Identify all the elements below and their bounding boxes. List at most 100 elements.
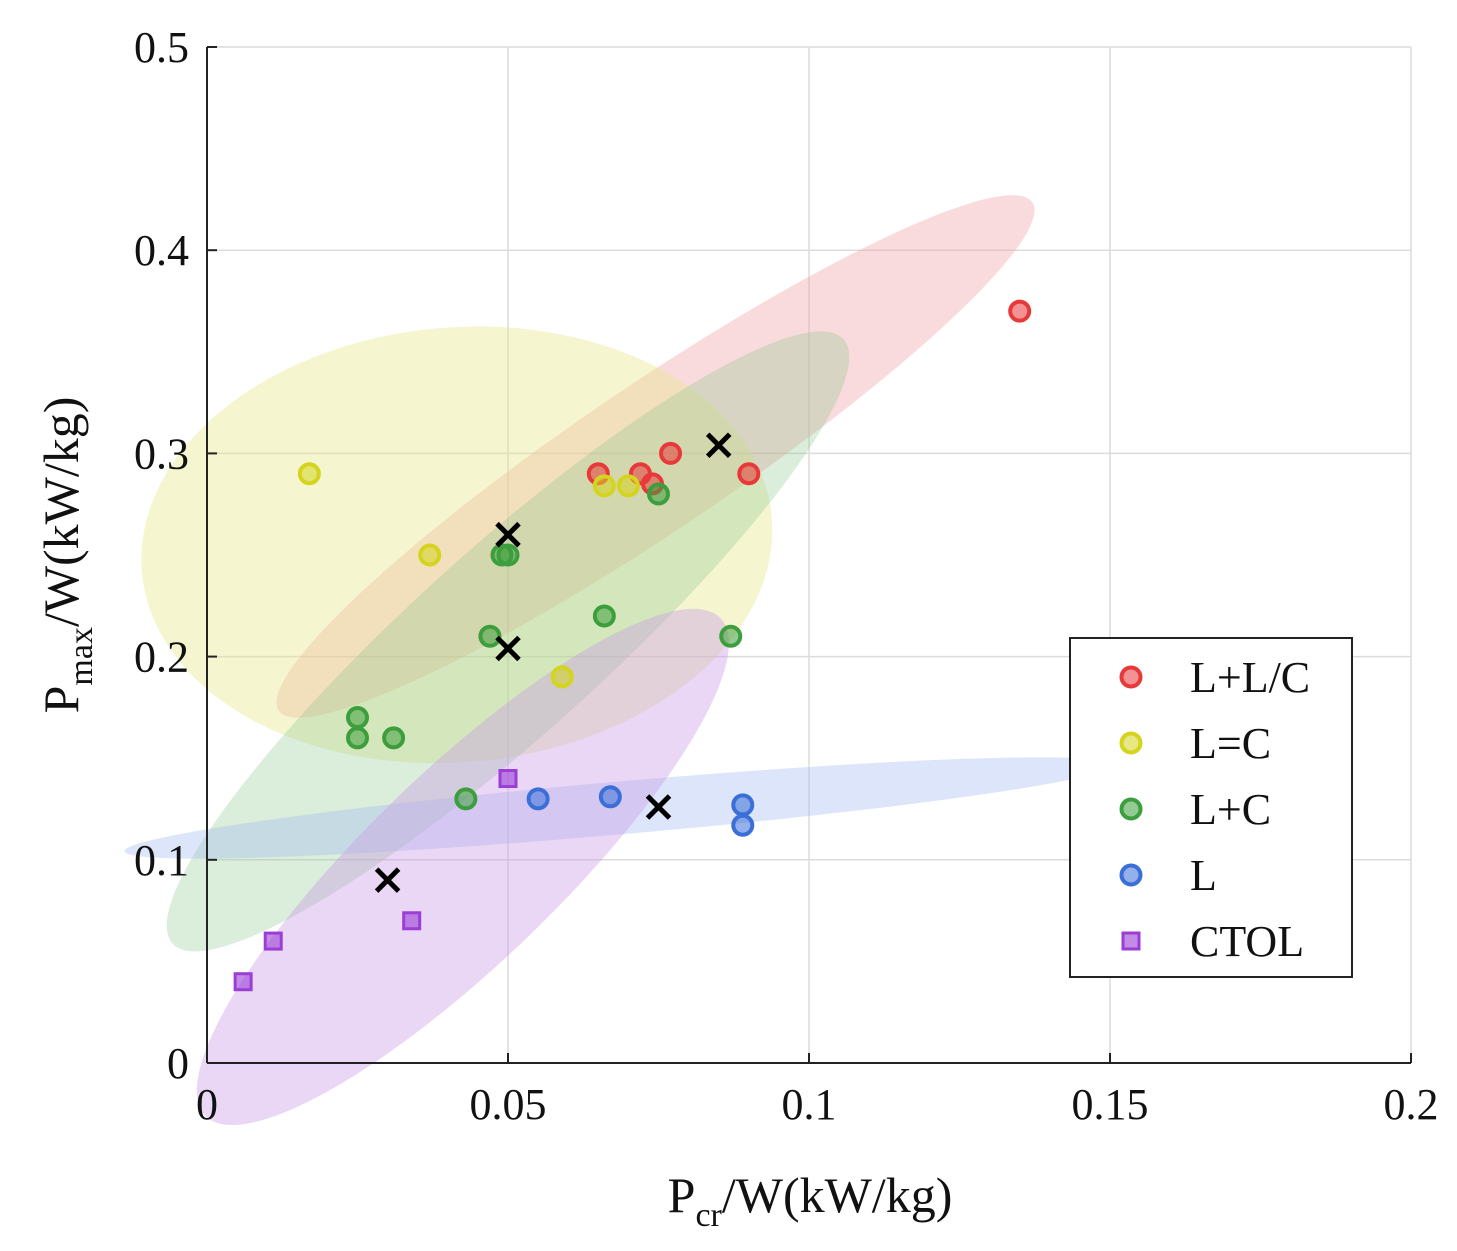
legend-marker-l-c [1119,731,1143,755]
axes: 0 0.05 0.1 0.15 0.2 0 0.1 0.2 0.3 0.4 0.5 [134,23,1439,1129]
marker-square [402,911,422,931]
ellipse-l [124,757,1115,859]
y-tick-label: 0.2 [134,633,189,682]
data-points [233,299,1032,992]
marker-ring [1008,299,1032,323]
marker-ring [1119,863,1143,887]
marker-ring [346,706,369,730]
marker-ring [1119,665,1143,689]
point-l-l-c [737,462,761,486]
marker-ring [647,482,670,506]
legend-marker-l-c [1119,797,1143,821]
x-stroke [495,521,521,548]
point-l-c [346,726,369,750]
point-l [526,787,550,811]
point-l-c [297,462,321,486]
point-ctol [498,769,518,789]
marker-ring [346,726,369,750]
x-stroke [705,432,732,459]
marker-ring [526,787,550,811]
marker-ring [659,441,683,465]
legend-box [1069,637,1353,978]
point-l-c [550,665,574,689]
marker-square [263,931,283,951]
x-tick-label: 0.15 [1072,1080,1149,1129]
marker-square [498,769,518,789]
marker-ring [592,474,616,498]
marker-ring [550,665,574,689]
marker-ring [731,793,755,817]
point-ctol [402,911,422,931]
marker-ring [1119,731,1143,755]
marker-ring [454,787,478,811]
y-tick-label: 0.5 [134,23,189,72]
y-tick-label: 0 [167,1039,189,1088]
point-l [731,813,755,837]
ellipse-ctol [196,608,729,1126]
legend-label-ctol: CTOL [1190,917,1304,966]
x-tick-label: 0.05 [470,1080,547,1129]
marker-ring [592,604,616,628]
marker-ring [737,462,761,486]
point-l-l-c [659,441,683,465]
point-l-c [647,482,670,506]
point-l [598,785,622,809]
legend: L+L/C L=C L+C L CTOL [1069,637,1353,978]
y-tick-label: 0.3 [134,429,189,478]
legend-marker-ctol [1121,931,1141,951]
point-ctol [233,972,253,992]
x-axis-label: Pcr/W(kW/kg) [668,1167,953,1234]
marker-ring [496,543,520,567]
marker-ring [418,543,442,567]
point-l-c [418,543,442,567]
marker-ring [382,726,406,750]
point-l-l-c [1008,299,1032,323]
x-stroke [495,635,521,662]
point-ctol [263,931,283,951]
point-l-c [592,474,616,498]
point-l-c [478,624,502,648]
point-l-c [346,706,369,730]
marker-ring [719,624,743,648]
point-l-c [382,726,406,750]
centroid-markers [374,432,732,893]
y-tick-label: 0.4 [134,226,189,275]
confidence-ellipses [124,195,1115,1126]
ellipse-l-c [141,326,773,764]
centroid-x-marker [374,867,401,893]
legend-marker-l-l-c [1119,665,1143,689]
legend-marker-l [1119,863,1143,887]
point-l-c [592,604,616,628]
x-tick-label: 0.1 [782,1080,837,1129]
marker-ring [598,785,622,809]
marker-ring [616,474,640,498]
centroid-x-marker [705,432,732,459]
point-l-c [496,543,520,567]
marker-square [1121,931,1141,951]
legend-label-l: L [1190,851,1217,900]
x-stroke [374,867,401,893]
legend-label-l-l-c: L+L/C [1190,653,1310,702]
point-l-c [616,474,640,498]
point-l-c [719,624,743,648]
marker-ring [731,813,755,837]
centroid-x-marker [495,635,521,662]
marker-ring [478,624,502,648]
x-tick-label: 0 [196,1080,218,1129]
centroid-x-marker [495,521,521,548]
ellipse-l-l-c [276,195,1035,718]
centroid-x-marker [645,794,672,820]
point-l [731,793,755,817]
ellipse-l-c [166,331,850,952]
legend-label-l-c: L+C [1190,785,1271,834]
x-stroke [645,794,672,820]
marker-square [233,972,253,992]
legend-label-l-c: L=C [1190,719,1271,768]
y-tick-label: 0.1 [134,836,189,885]
point-l-c [454,787,478,811]
marker-ring [297,462,321,486]
marker-ring [1119,797,1143,821]
x-tick-label: 0.2 [1384,1080,1439,1129]
y-axis-label: Pmax/W(kW/kg) [33,397,100,714]
